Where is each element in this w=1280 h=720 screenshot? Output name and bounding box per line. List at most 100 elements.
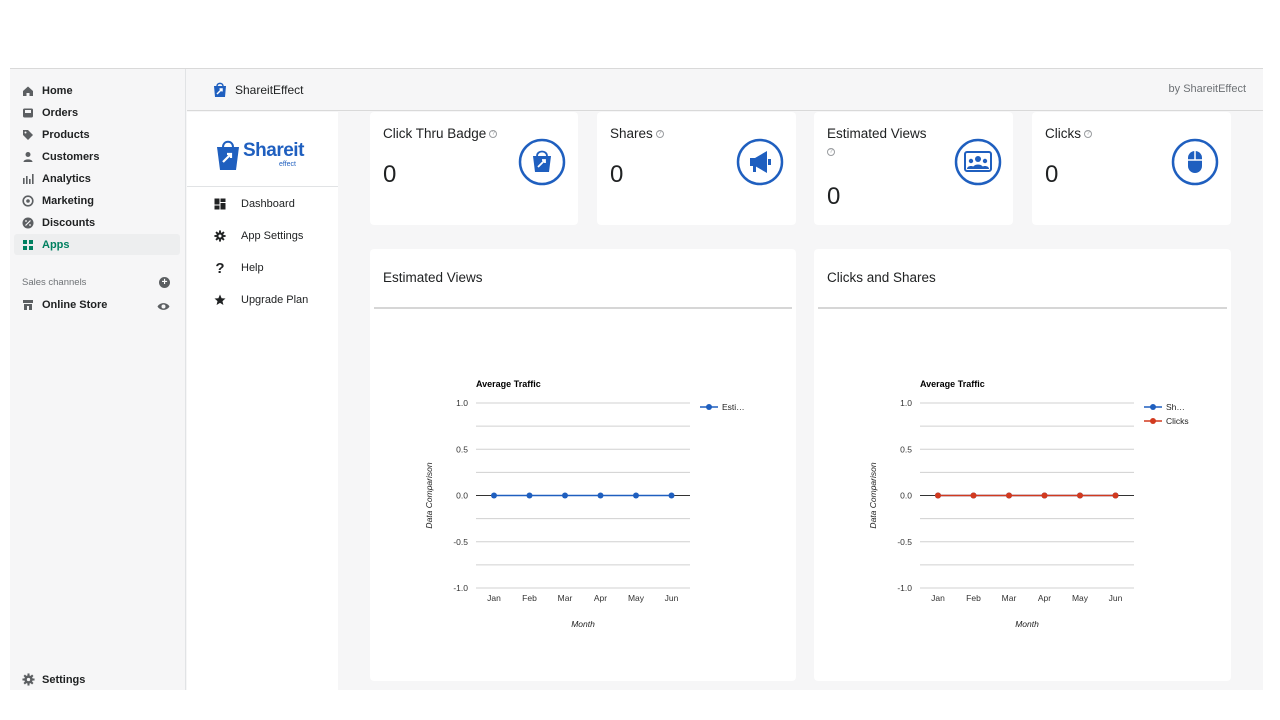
legend-swatch-dot xyxy=(1150,404,1156,410)
estimated-views-chart: Average Traffic 1.0 0.5 0.0 -0.5 -1.0 Jan Feb Ma… xyxy=(424,379,745,629)
nav-item-marketing[interactable]: Marketing xyxy=(14,190,180,211)
add-channel-icon[interactable]: + xyxy=(159,277,170,288)
stat-title-wrap: Clicks? xyxy=(1045,126,1092,141)
y-axis-label: Data Comparison xyxy=(424,462,434,528)
star-icon xyxy=(213,293,227,307)
app-nav-label: Dashboard xyxy=(241,198,295,210)
x-tick-label: Apr xyxy=(1038,593,1051,603)
data-point xyxy=(1041,492,1048,499)
stat-value: 0 xyxy=(610,161,624,188)
nav-item-home[interactable]: Home xyxy=(14,80,180,101)
legend-label: Sh… xyxy=(1166,402,1185,412)
app-nav-label: Help xyxy=(241,262,264,274)
legend-label: Esti… xyxy=(722,402,745,412)
mouse-icon xyxy=(1171,138,1219,186)
data-point xyxy=(562,492,568,499)
target-icon xyxy=(22,194,34,207)
nav-item-label: Marketing xyxy=(42,194,94,207)
data-point xyxy=(668,492,675,499)
x-tick-label: Feb xyxy=(966,593,981,603)
nav-item-discounts[interactable]: Discounts xyxy=(14,212,180,233)
nav-item-online-store[interactable]: Online Store xyxy=(14,294,154,315)
nav-item-label: Online Store xyxy=(42,298,108,311)
stat-title: Estimated Views xyxy=(827,126,927,141)
x-tick-label: Jan xyxy=(931,593,945,603)
bar-chart-icon xyxy=(22,173,34,185)
y-tick-label: 0.0 xyxy=(900,491,912,501)
admin-sidebar: Home Orders Products Customers Analytics… xyxy=(10,69,186,690)
y-tick-label: -0.5 xyxy=(453,537,468,547)
eye-icon[interactable] xyxy=(157,300,170,313)
data-point xyxy=(935,492,941,499)
developer-label: by ShareitEffect xyxy=(1168,83,1246,95)
app-nav-help[interactable]: ? Help xyxy=(213,259,264,277)
x-tick-label: Jun xyxy=(665,593,679,603)
info-icon[interactable]: ? xyxy=(655,130,664,139)
nav-item-customers[interactable]: Customers xyxy=(14,146,180,167)
stat-value: 0 xyxy=(827,183,841,210)
stat-title: Shares xyxy=(610,126,653,141)
dashboard-icon xyxy=(213,197,227,211)
app-nav-dashboard[interactable]: Dashboard xyxy=(213,195,295,213)
shopping-bag-icon xyxy=(518,138,566,186)
data-point xyxy=(491,492,497,499)
chart-card-title: Clicks and Shares xyxy=(827,270,936,285)
shareit-logo-icon xyxy=(214,82,226,97)
nav-item-analytics[interactable]: Analytics xyxy=(14,168,180,189)
stat-value: 0 xyxy=(383,161,397,188)
brand-logo-subtext: effect xyxy=(279,161,296,168)
y-tick-label: 1.0 xyxy=(900,398,912,408)
settings-link[interactable]: Settings xyxy=(22,673,85,686)
info-icon[interactable]: ? xyxy=(1084,130,1092,139)
nav-item-apps[interactable]: Apps xyxy=(14,234,180,255)
store-icon xyxy=(22,299,34,311)
x-tick-label: Mar xyxy=(1002,593,1017,603)
nav-item-label: Analytics xyxy=(42,172,91,185)
legend-label: Clicks xyxy=(1166,416,1189,426)
data-point xyxy=(970,492,977,499)
y-tick-label: 0.5 xyxy=(900,444,912,454)
app-nav-label: App Settings xyxy=(241,230,304,242)
y-tick-label: 1.0 xyxy=(456,398,468,408)
data-point xyxy=(1006,492,1012,499)
stat-value: 0 xyxy=(1045,161,1059,188)
info-icon[interactable]: ? xyxy=(827,148,835,157)
x-tick-label: Jun xyxy=(1109,593,1123,603)
x-axis-label: Month xyxy=(571,619,595,629)
x-axis-label: Month xyxy=(1015,619,1039,629)
info-icon[interactable]: ? xyxy=(489,130,498,139)
gear-icon xyxy=(22,673,35,686)
y-tick-label: -1.0 xyxy=(897,583,912,593)
stat-card-shares: Shares? 0 xyxy=(597,112,796,225)
person-icon xyxy=(22,151,34,163)
stat-card-estimated-views: Estimated Views? 0 xyxy=(814,112,1013,225)
nav-item-label: Apps xyxy=(42,238,70,251)
brand-logo-text: Shareit xyxy=(243,140,304,161)
audience-icon xyxy=(954,138,1002,186)
x-tick-label: Jan xyxy=(487,593,501,603)
y-tick-label: -0.5 xyxy=(897,537,912,547)
stat-title-wrap: Shares? xyxy=(610,126,664,141)
app-nav-app-settings[interactable]: App Settings xyxy=(213,227,303,245)
stat-title: Click Thru Badge xyxy=(383,126,487,141)
discount-icon xyxy=(22,217,34,229)
apps-icon xyxy=(22,239,34,251)
nav-item-products[interactable]: Products xyxy=(14,124,180,145)
nav-item-label: Customers xyxy=(42,150,100,163)
x-tick-label: Mar xyxy=(558,593,573,603)
settings-label: Settings xyxy=(42,673,86,686)
gear-icon xyxy=(213,229,227,243)
nav-item-orders[interactable]: Orders xyxy=(14,102,180,123)
brand-divider xyxy=(187,186,338,187)
legend-swatch-dot xyxy=(1150,418,1156,424)
app-nav-label: Upgrade Plan xyxy=(241,294,309,306)
app-nav-upgrade-plan[interactable]: Upgrade Plan xyxy=(213,291,308,309)
megaphone-icon xyxy=(736,138,784,186)
nav-item-label: Products xyxy=(42,128,90,141)
x-tick-label: Apr xyxy=(594,593,607,603)
chart-title: Average Traffic xyxy=(920,379,985,389)
nav-item-label: Discounts xyxy=(42,216,96,229)
x-tick-label: May xyxy=(1072,593,1089,603)
clicks-and-shares-chart: Average Traffic 1.0 0.5 0.0 -0.5 -1.0 Jan Feb Ma… xyxy=(868,379,1189,629)
data-point xyxy=(1112,492,1119,499)
